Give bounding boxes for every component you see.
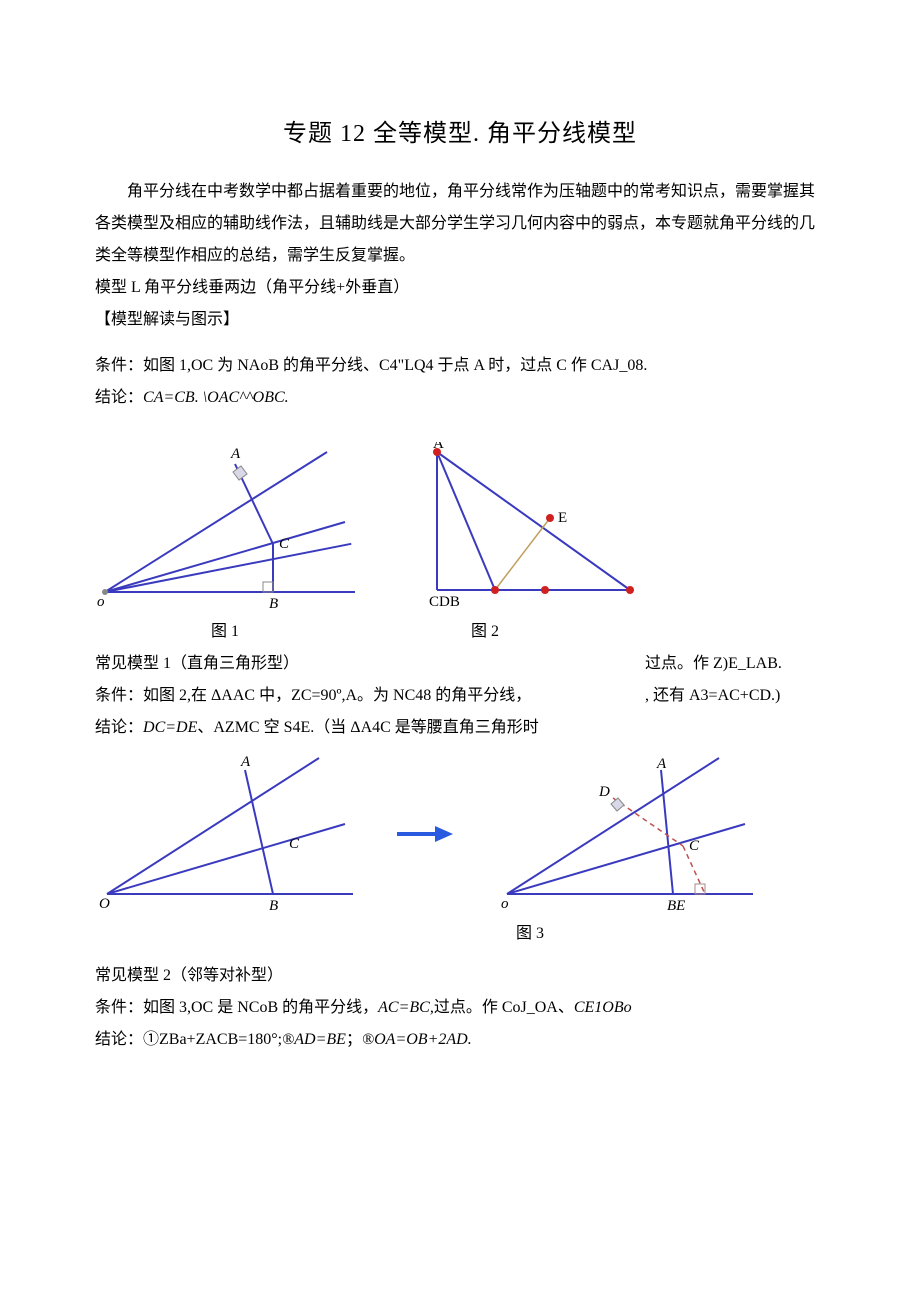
svg-text:BE: BE <box>667 898 685 914</box>
cm2-conc-mid: ； <box>346 1031 362 1048</box>
condition-1a: 条件：如图 1,OC 为 NAoB 的角平分线、C4"LQ4 于点 A 时，过点… <box>95 350 825 382</box>
cm1-right-2: , 还有 A3=AC+CD.) <box>645 680 825 712</box>
fig3-caption: 图 3 <box>235 918 825 950</box>
cm2-condition: 条件：如图 3,OC 是 NCoB 的角平分线，AC=BC,过点。作 CoJ_O… <box>95 992 825 1024</box>
conclusion-1: 结论：CA=CB. \OAC^^OBC. <box>95 382 825 414</box>
svg-text:A: A <box>230 446 241 462</box>
conclusion-1-italic: CA=CB. \OAC^^OBC. <box>143 389 289 406</box>
cm2-cond-a: 条件：如图 3,OC 是 NCoB 的角平分线， <box>95 999 378 1016</box>
cm2-conc-prefix: 结论：①ZBa+ZACB=180°; <box>95 1031 282 1048</box>
cm1-heading: 常见模型 1（直角三角形型） <box>95 648 615 680</box>
svg-text:C: C <box>689 838 700 854</box>
cm1-conclusion: 结论：DC=DE、AZMC 空 S4E.（当 ΔA4C 是等腰直角三角形时 <box>95 712 615 744</box>
model-read-heading: 【模型解读与图示】 <box>95 304 825 336</box>
cm1-conc-prefix: 结论： <box>95 719 143 736</box>
fig1-caption: 图 1 <box>95 616 355 648</box>
cm2-cond-b: 过点。作 CoJ_OA、 <box>434 999 574 1016</box>
cm1-condition: 条件：如图 2,在 ΔAAC 中，ZC=90º,A。为 NC48 的角平分线， <box>95 680 615 712</box>
cm1-conc-rest: 、AZMC 空 S4E.（当 ΔA4C 是等腰直角三角形时 <box>197 719 538 736</box>
figure-1-svg: o A B C <box>95 442 355 612</box>
conclusion-1-prefix: 结论： <box>95 389 143 406</box>
intro-paragraph: 角平分线在中考数学中都占据着重要的地位，角平分线常作为压轴题中的常考知识点，需要… <box>95 176 825 272</box>
fig2-caption: 图 2 <box>355 616 615 648</box>
figure-row-1: o A B C A E CDB <box>95 442 825 612</box>
svg-text:A: A <box>433 442 444 452</box>
figure-3-left-svg: O A B C <box>95 754 355 914</box>
svg-text:D: D <box>598 784 610 800</box>
cm1-conc-italic: DC=DE <box>143 719 197 736</box>
caption-row-1: 图 1 图 2 <box>95 616 825 648</box>
svg-text:B: B <box>269 596 278 612</box>
svg-text:O: O <box>99 896 110 912</box>
svg-text:C: C <box>279 536 290 552</box>
cm2-heading: 常见模型 2（邻等对补型） <box>95 960 825 992</box>
arrow-icon <box>395 819 455 849</box>
svg-text:E: E <box>558 510 567 526</box>
cm2-conclusion: 结论：①ZBa+ZACB=180°;®AD=BE；®OA=OB+2AD. <box>95 1024 825 1056</box>
cm2-cond-italic: AC=BC, <box>378 999 434 1016</box>
cm2-conc-it1: ®AD=BE <box>282 1031 346 1048</box>
figure-row-2: O A B C o A D C BE <box>95 754 825 914</box>
common-model-1-block: 常见模型 1（直角三角形型） 条件：如图 2,在 ΔAAC 中，ZC=90º,A… <box>95 648 825 744</box>
figure-2-svg: A E CDB <box>395 442 655 612</box>
svg-text:o: o <box>501 896 509 912</box>
svg-text:A: A <box>240 754 251 770</box>
model1-heading: 模型 L 角平分线垂两边（角平分线+外垂直） <box>95 272 825 304</box>
cm2-cond-italic2: CE1OBo <box>574 999 632 1016</box>
cm2-conc-it2: ®OA=OB+2AD. <box>362 1031 472 1048</box>
svg-text:CDB: CDB <box>429 594 460 610</box>
svg-text:B: B <box>269 898 278 914</box>
svg-text:C: C <box>289 836 300 852</box>
page-title: 专题 12 全等模型. 角平分线模型 <box>95 110 825 158</box>
cm1-right-1: 过点。作 Z)E_LAB. <box>645 648 825 680</box>
figure-3-right-svg: o A D C BE <box>495 754 755 914</box>
svg-text:o: o <box>97 594 105 610</box>
svg-text:A: A <box>656 756 667 772</box>
